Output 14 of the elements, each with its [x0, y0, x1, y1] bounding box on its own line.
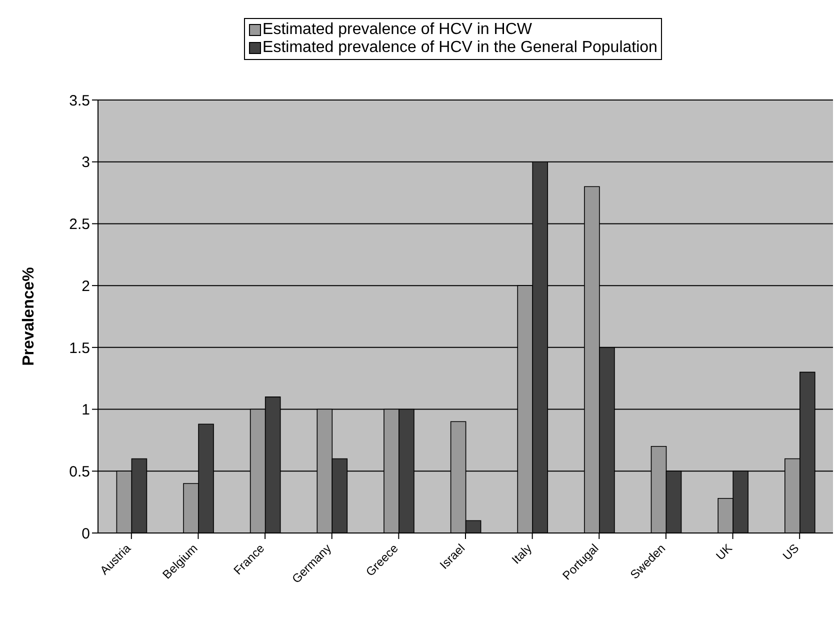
y-tick-label: 2: [82, 278, 90, 295]
legend-label: Estimated prevalence of HCV in the General Population: [262, 39, 658, 57]
legend-label: Estimated prevalence of HCV in HCW: [262, 21, 533, 39]
y-tick-label: 0: [82, 525, 90, 542]
y-tick-label: 0.5: [69, 463, 90, 480]
x-tick-label: Italy: [508, 541, 534, 567]
y-tick-label: 1: [82, 402, 90, 419]
y-tick-label: 2.5: [69, 216, 90, 234]
x-tick-label: US: [780, 541, 802, 563]
x-tick-label: UK: [713, 541, 735, 563]
y-axis-title: Prevalence%: [20, 267, 38, 366]
y-tick-label: 3.5: [69, 92, 90, 110]
y-tick-label: 1.5: [69, 340, 90, 357]
y-tick-label: 3: [82, 154, 90, 172]
